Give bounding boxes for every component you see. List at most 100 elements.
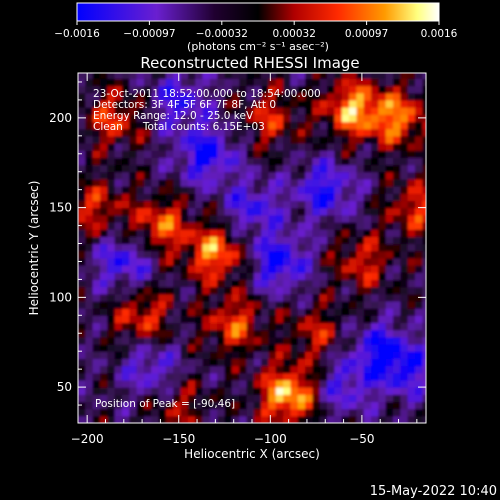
heatmap-cell (385, 365, 394, 374)
heatmap-cell (224, 415, 233, 423)
heatmap-cell (99, 186, 108, 194)
heatmap-cell (422, 157, 426, 166)
heatmap-cell (114, 107, 123, 115)
heatmap-cell (378, 293, 387, 302)
heatmap-cell (415, 379, 423, 388)
heatmap-cell (305, 128, 314, 137)
heatmap-cell (349, 157, 357, 166)
heatmap-cell (283, 272, 292, 281)
heatmap-cell (165, 78, 174, 87)
heatmap-cell (275, 243, 284, 252)
heatmap-cell (407, 164, 416, 173)
heatmap-cell (400, 329, 409, 338)
heatmap-cell (180, 121, 189, 130)
heatmap-cell (312, 73, 321, 79)
heatmap-cell (385, 415, 394, 423)
heatmap-cell (297, 379, 306, 388)
heatmap-cell (363, 379, 372, 388)
heatmap-cell (187, 322, 196, 331)
heatmap-cell (327, 387, 336, 395)
heatmap-cell (158, 85, 167, 94)
heatmap-cell (371, 286, 379, 295)
heatmap-cell (312, 394, 321, 403)
heatmap-cell (92, 394, 101, 403)
heatmap-cell (253, 250, 262, 259)
heatmap-cell (393, 394, 401, 403)
heatmap-cell (158, 279, 167, 288)
heatmap-cell (312, 150, 321, 158)
heatmap-cell (327, 322, 336, 331)
heatmap-cell (231, 257, 240, 266)
heatmap-cell (209, 365, 218, 374)
heatmap-cell (253, 92, 262, 101)
heatmap-cell (129, 200, 138, 209)
heatmap-cell (231, 365, 240, 374)
heatmap-cell (356, 243, 365, 252)
heatmap-cell (400, 171, 409, 180)
heatmap-cell (92, 300, 101, 309)
heatmap-cell (268, 243, 277, 252)
heatmap-cell (415, 171, 423, 180)
heatmap-cell (393, 135, 401, 144)
heatmap-cell (165, 171, 174, 180)
heatmap-cell (356, 344, 365, 352)
heatmap-cell (114, 85, 123, 94)
heatmap-cell (363, 85, 372, 94)
heatmap-cell (143, 408, 152, 417)
heatmap-cell (92, 73, 101, 79)
heatmap-cell (165, 236, 174, 245)
heatmap-cell (407, 128, 416, 137)
heatmap-cell (92, 351, 101, 359)
heatmap-cell (319, 365, 328, 374)
heatmap-cell (202, 186, 211, 194)
heatmap-cell (319, 128, 328, 137)
heatmap-cell (253, 300, 262, 309)
heatmap-cell (173, 257, 182, 266)
heatmap-cell (246, 193, 255, 202)
heatmap-cell (400, 408, 409, 417)
heatmap-cell (78, 351, 86, 359)
heatmap-cell (385, 329, 394, 338)
heatmap-cell (407, 401, 416, 410)
heatmap-cell (297, 135, 306, 144)
heatmap-cell (275, 143, 284, 151)
heatmap-cell (165, 99, 174, 108)
heatmap-cell (209, 372, 218, 381)
heatmap-cell (239, 358, 248, 367)
heatmap-cell (143, 78, 152, 87)
heatmap-cell (173, 351, 182, 359)
heatmap-cell (121, 150, 130, 158)
heatmap-cell (239, 207, 248, 216)
heatmap-cell (173, 135, 182, 144)
heatmap-cell (393, 99, 401, 108)
heatmap-cell (85, 408, 94, 417)
heatmap-cell (334, 171, 343, 180)
heatmap-cell (297, 308, 306, 316)
heatmap-cell (224, 107, 233, 115)
heatmap-cell (378, 178, 387, 187)
heatmap-cell (378, 387, 387, 395)
heatmap-cell (78, 207, 86, 216)
heatmap-cell (114, 358, 123, 367)
heatmap-cell (319, 200, 328, 209)
heatmap-cell (407, 150, 416, 158)
heatmap-cell (349, 143, 357, 151)
heatmap-cell (187, 257, 196, 266)
heatmap-cell (371, 257, 379, 266)
heatmap-cell (327, 250, 336, 259)
heatmap-cell (107, 207, 116, 216)
heatmap-cell (114, 221, 123, 230)
heatmap-cell (356, 78, 365, 87)
heatmap-cell (180, 394, 189, 403)
heatmap-cell (356, 207, 365, 216)
heatmap-cell (165, 121, 174, 130)
heatmap-cell (422, 351, 426, 359)
heatmap-cell (246, 387, 255, 395)
heatmap-cell (268, 279, 277, 288)
heatmap-cell (107, 85, 116, 94)
y-axis-label: Heliocentric Y (arcsec) (27, 181, 41, 316)
heatmap-cell (180, 243, 189, 252)
heatmap-cell (209, 351, 218, 359)
heatmap-cell (180, 300, 189, 309)
heatmap-cell (363, 99, 372, 108)
